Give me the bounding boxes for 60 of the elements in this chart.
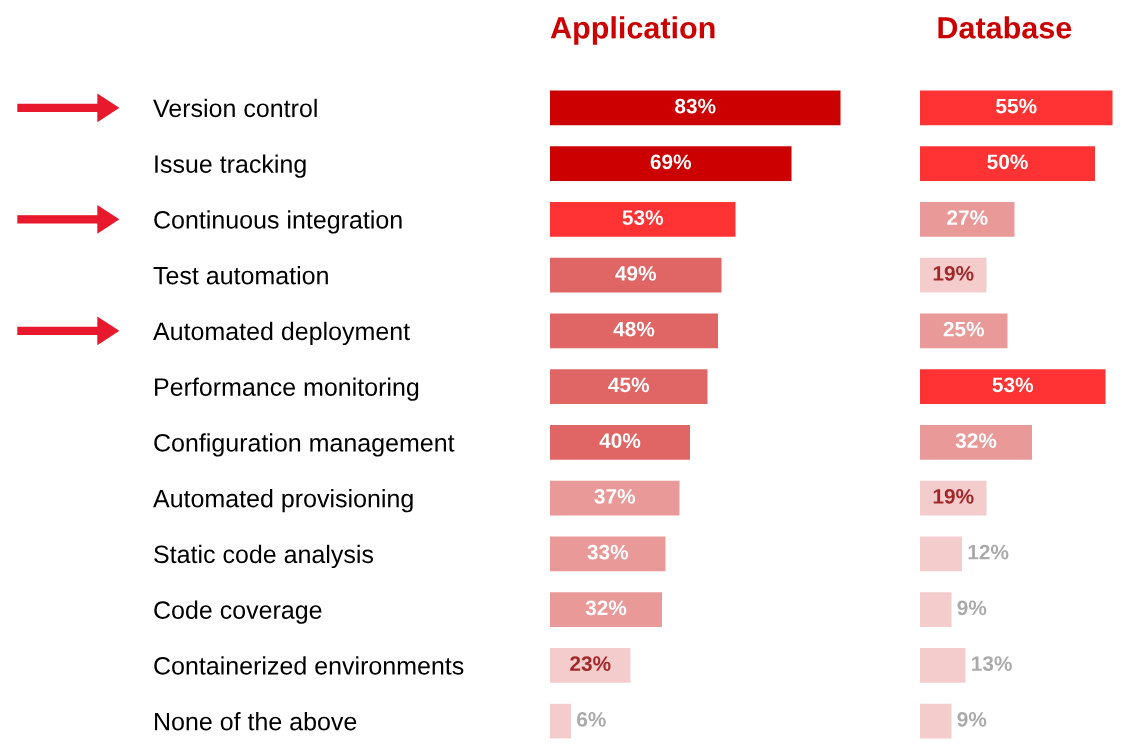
bar (920, 90, 1113, 126)
data-label: 53% (992, 377, 1034, 393)
bar (920, 703, 952, 739)
bar (920, 425, 1032, 460)
y-tick-label: Performance monitoring (155, 377, 419, 401)
data-label: 53% (622, 210, 664, 225)
bar (920, 648, 966, 683)
bar (920, 536, 962, 572)
data-label: 9% (957, 711, 987, 727)
data-label: 12% (968, 544, 1009, 560)
bar (550, 648, 631, 683)
y-tick-label: Configuration management (154, 433, 455, 457)
data-label: 69% (650, 154, 692, 170)
y-tick-label: Static code analysis (154, 544, 374, 569)
data-label: 32% (955, 433, 997, 448)
bar (550, 313, 718, 349)
data-label: 19% (933, 265, 974, 281)
data-label: 49% (615, 265, 657, 281)
y-tick-label: Containerized environments (154, 656, 464, 675)
data-label: 25% (943, 321, 985, 337)
bar (920, 202, 1015, 237)
data-label: 37% (594, 488, 636, 504)
bar (920, 146, 1095, 181)
bar (550, 202, 736, 237)
bar (550, 703, 571, 739)
chart-title: Database (938, 16, 1072, 39)
y-tick-label: None of the above (155, 712, 357, 731)
data-label: 23% (570, 656, 611, 671)
bar (550, 536, 666, 572)
data-label: 48% (613, 321, 655, 337)
bar (920, 369, 1106, 404)
y-tick-label: Version control (153, 98, 317, 118)
data-label: 19% (933, 488, 974, 504)
y-tick-label: Code coverage (154, 600, 322, 624)
data-label: 13% (972, 656, 1012, 671)
chart-title: Application (550, 16, 715, 45)
data-label: 50% (987, 154, 1028, 170)
data-label: 45% (608, 377, 650, 393)
data-label: 55% (996, 98, 1037, 114)
data-label: 27% (947, 210, 988, 225)
data-label: 6% (577, 711, 606, 727)
y-tick-label: Continuous integration (154, 210, 402, 234)
data-label: 33% (587, 544, 629, 560)
bar (550, 146, 792, 181)
data-label: 40% (599, 433, 641, 448)
y-tick-label: Test automation (153, 266, 328, 285)
y-tick-label: Automated deployment (153, 321, 410, 346)
bar (920, 313, 1008, 349)
bar (550, 90, 841, 126)
data-label: 83% (675, 98, 716, 114)
bar (550, 425, 690, 460)
y-tick-label: Issue tracking (155, 154, 306, 178)
bar (550, 480, 680, 516)
bar (550, 369, 708, 404)
bar (920, 592, 952, 627)
y-tick-label: Automated provisioning (153, 489, 413, 513)
data-label: 9% (957, 600, 987, 616)
bar (550, 257, 722, 293)
data-label: 32% (585, 600, 627, 616)
bar (550, 592, 662, 627)
